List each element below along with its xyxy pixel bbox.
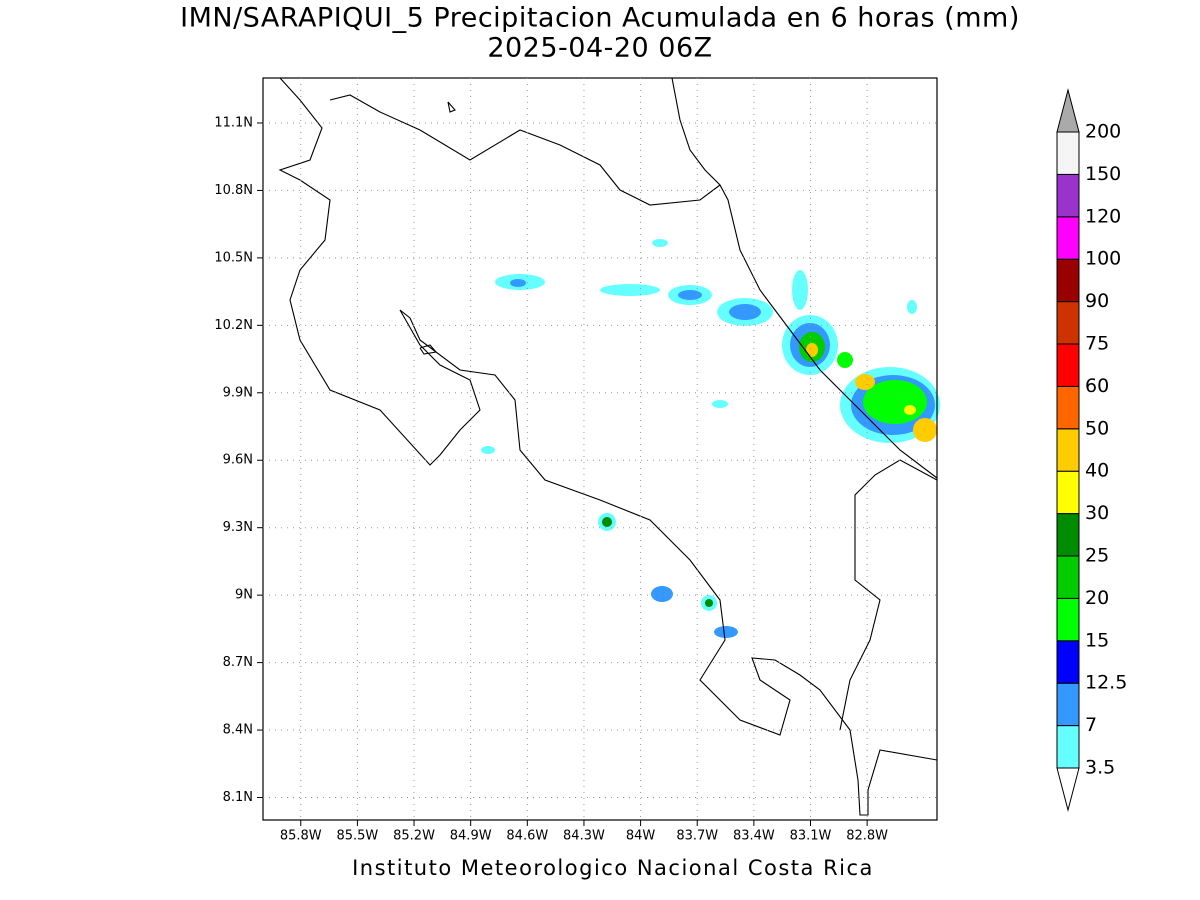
map-frame [262,77,938,821]
colorbar-segment [1056,173,1080,218]
colorbar-label: 60 [1085,375,1109,397]
colorbar-segment [1056,301,1080,345]
y-tick-label: 10.5N [214,250,253,265]
y-tick-label: 8.4N [223,723,253,738]
x-tick-label: 82.8W [846,829,888,844]
y-tick-label: 11.1N [214,115,253,130]
colorbar-label: 40 [1085,460,1109,482]
y-tick-label: 9.9N [223,385,253,400]
colorbar-label: 15 [1085,629,1109,651]
y-tick-label: 9N [235,588,253,603]
colorbar-label: 3.5 [1085,757,1115,779]
colorbar-segment [1056,682,1080,727]
colorbar-label: 12.5 [1085,672,1127,694]
x-tick-label: 85.2W [393,829,435,844]
coastlines [278,77,938,816]
x-tick-label: 84.9W [450,829,492,844]
colorbar-segment [1056,597,1080,642]
x-tick-label: 84.6W [506,829,548,844]
x-tick-label: 83.7W [676,829,718,844]
title: IMN/SARAPIQUI_5 Precipitacion Acumulada … [180,3,1020,34]
x-tick-label: 83.4W [733,829,775,844]
colorbar-label: 150 [1085,163,1121,185]
colorbar-label: 120 [1085,205,1121,227]
colorbar-label: 30 [1085,502,1109,524]
colorbar-segment [1056,216,1080,260]
colorbar-segment [1056,640,1080,684]
colorbar-segment [1056,131,1080,175]
colorbar-segment [1056,513,1080,557]
colorbar-label: 25 [1085,545,1109,567]
colorbar-segment [1056,343,1080,387]
y-tick-label: 10.2N [214,318,253,333]
colorbar-segment [1056,555,1080,599]
colorbar-label: 75 [1085,333,1109,355]
colorbar-label: 90 [1085,290,1109,312]
y-tick-label: 10.8N [214,183,253,198]
colorbar-segment [1056,470,1080,515]
x-tick-label: 85.5W [336,829,378,844]
footer: Instituto Meteorologico Nacional Costa R… [352,856,874,880]
colorbar-segment [1056,258,1080,303]
colorbar-under [1056,767,1080,812]
x-tick-label: 85.8W [280,829,322,844]
x-tick-label: 83.1W [790,829,832,844]
colorbar-label: 7 [1085,714,1097,736]
colorbar-label: 50 [1085,417,1109,439]
colorbar-label: 100 [1085,248,1121,270]
colorbar-segment [1056,725,1080,769]
colorbar-label: 200 [1085,121,1121,143]
colorbar-segment [1056,385,1080,430]
y-tick-label: 8.7N [223,655,253,670]
y-tick-label: 9.3N [223,520,253,535]
y-tick-label: 8.1N [223,790,253,805]
y-tick-label: 9.6N [223,453,253,468]
precipitation-field [481,239,940,638]
colorbar-label: 20 [1085,587,1109,609]
x-tick-label: 84W [626,829,656,844]
colorbar-over [1056,88,1080,133]
x-tick-label: 84.3W [563,829,605,844]
colorbar-segment [1056,428,1080,472]
subtitle: 2025-04-20 06Z [487,33,712,64]
